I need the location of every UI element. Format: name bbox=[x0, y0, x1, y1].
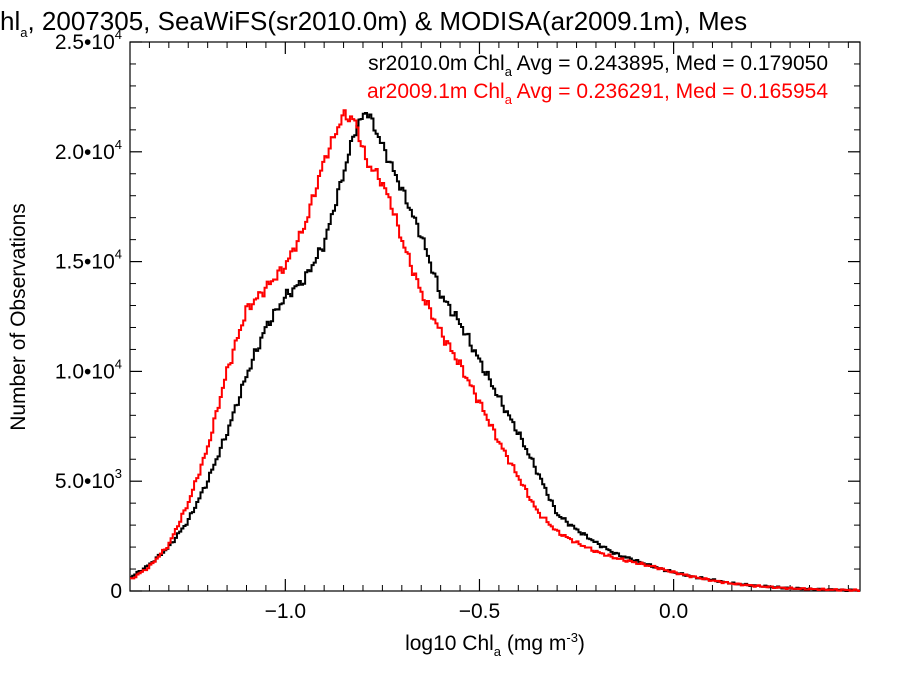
plot-frame bbox=[129, 41, 861, 592]
chart-title: hla, 2007305, SeaWiFS(sr2010.0m) & MODIS… bbox=[0, 6, 747, 40]
y-tick-label: 5.0•103 bbox=[55, 466, 122, 493]
y-axis-label: Number of Observations bbox=[7, 203, 30, 431]
y-tick-label: 1.5•104 bbox=[55, 247, 122, 274]
series-group bbox=[130, 109, 860, 592]
x-tick-label: 0.0 bbox=[659, 600, 688, 623]
x-tick-label: −1.0 bbox=[265, 600, 306, 623]
x-axis-label: log10 Chla (mg m-3) bbox=[405, 630, 585, 659]
series-sr2010-line bbox=[130, 112, 860, 592]
y-tick-label: 1.0•104 bbox=[55, 356, 122, 383]
y-tick-label: 2.5•104 bbox=[55, 27, 122, 54]
x-tick-label: −0.5 bbox=[459, 600, 500, 623]
axis-ticks: −1.0 −0.5 0.0 0 5.0•103 1.0•104 1.5•104 2.0•104… bbox=[55, 27, 860, 623]
y-tick-label: 0 bbox=[110, 580, 122, 603]
legend-entry-sr2010: sr2010.0m Chla Avg = 0.243895, Med = 0.1… bbox=[368, 52, 828, 79]
legend: sr2010.0m Chla Avg = 0.243895, Med = 0.1… bbox=[367, 52, 828, 107]
y-tick-label: 2.0•104 bbox=[55, 137, 122, 164]
series-ar2009-line bbox=[130, 109, 860, 592]
legend-entry-ar2009: ar2009.1m Chla Avg = 0.236291, Med = 0.1… bbox=[367, 80, 828, 107]
